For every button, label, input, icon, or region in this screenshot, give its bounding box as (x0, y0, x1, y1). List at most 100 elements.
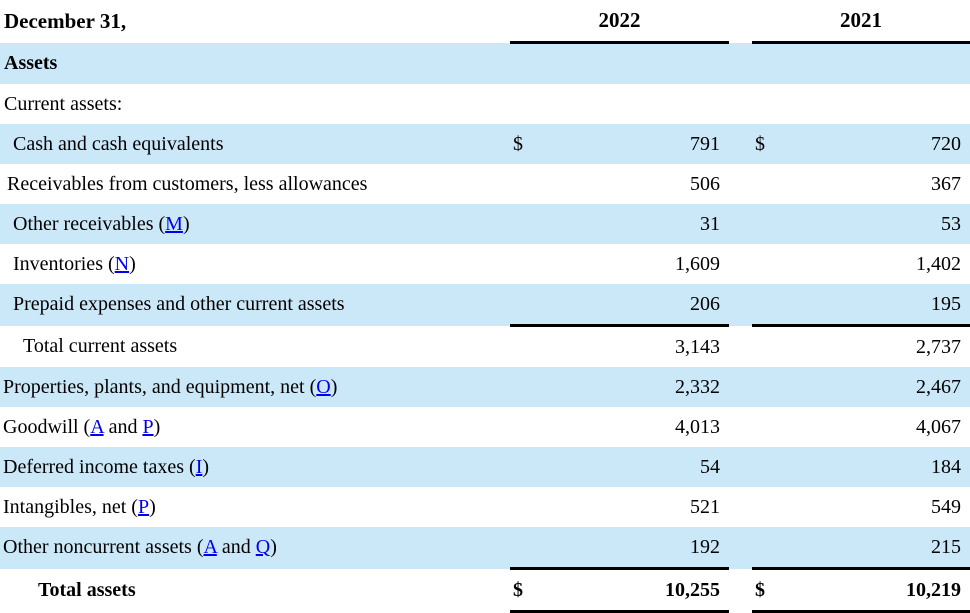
table-row: Total current assets 3,143 2,737 (0, 326, 970, 368)
table-row: Properties, plants, and equipment, net (… (0, 367, 970, 407)
row-label: Inventories (N) (13, 252, 136, 275)
value-2021: 367 (931, 172, 961, 195)
value-2022: 10,255 (546, 568, 729, 613)
dollar-sign-2022 (510, 527, 546, 570)
dollar-sign-2022 (510, 407, 546, 447)
note-link-p[interactable]: P (142, 415, 154, 438)
row-label: Current assets: (4, 92, 123, 115)
value-2022: 2,332 (546, 367, 729, 407)
value-2022 (546, 84, 729, 124)
column-gap (729, 0, 752, 43)
value-2022: 54 (546, 447, 729, 487)
value-2021 (788, 42, 970, 84)
dollar-sign-2021 (752, 284, 788, 327)
column-gap (729, 407, 752, 447)
dollar-sign-2021: $ (752, 568, 788, 613)
table-row: Assets (0, 42, 970, 84)
dollar-sign-2021: $ (752, 124, 788, 164)
column-gap (729, 527, 752, 569)
table-row: Cash and cash equivalents $791 $720 (0, 124, 970, 164)
value-2021: 4,067 (916, 415, 961, 438)
note-link-o[interactable]: O (316, 375, 331, 398)
note-link-n[interactable]: N (114, 252, 130, 275)
row-label: Properties, plants, and equipment, net (… (0, 367, 510, 407)
value-2022 (546, 42, 729, 84)
table-row: Other receivables (M) 31 53 (0, 204, 970, 244)
row-label: Other receivables (M) (0, 204, 510, 244)
column-gap (729, 284, 752, 326)
dollar-sign-2022 (510, 164, 546, 204)
note-link-q[interactable]: Q (255, 536, 271, 559)
value-2022: 1,609 (675, 252, 720, 275)
dollar-sign-2022 (510, 326, 546, 368)
note-link-a[interactable]: A (203, 536, 217, 559)
value-2021: 1,402 (916, 252, 961, 275)
value-2021: 53 (788, 204, 970, 244)
value-2022: 521 (690, 495, 720, 518)
row-label: Prepaid expenses and other current asset… (0, 284, 510, 326)
table-header-row: December 31, 2022 2021 (0, 0, 970, 44)
row-label: Goodwill (A and P) (3, 415, 161, 438)
column-gap (729, 367, 752, 407)
table-row: Prepaid expenses and other current asset… (0, 284, 970, 327)
value-2022: 791 (546, 124, 729, 164)
value-2022: 3,143 (675, 335, 720, 358)
row-label: Total assets (38, 578, 136, 601)
value-2021: 184 (788, 447, 970, 487)
dollar-sign-2021 (752, 244, 788, 284)
dollar-sign-2022: $ (510, 124, 546, 164)
column-gap (729, 569, 752, 612)
column-gap (729, 124, 752, 164)
row-label: Cash and cash equivalents (0, 124, 510, 164)
dollar-sign-2022 (510, 244, 546, 284)
value-2022: 31 (546, 204, 729, 244)
dollar-sign-2022 (510, 84, 546, 124)
value-2022: 506 (690, 172, 720, 195)
table-row: Deferred income taxes (I) 54 184 (0, 447, 970, 487)
dollar-sign-2021 (752, 407, 788, 447)
row-label: Receivables from customers, less allowan… (7, 172, 368, 195)
dollar-sign-2021 (752, 326, 788, 368)
dollar-sign-2021 (752, 204, 788, 244)
table-row: Goodwill (A and P) 4,013 4,067 (0, 407, 970, 447)
value-2021: 720 (788, 124, 970, 164)
table-row: Current assets: (0, 84, 970, 124)
year-column-2021: 2021 (752, 0, 970, 44)
column-gap (729, 244, 752, 284)
table-row: Receivables from customers, less allowan… (0, 164, 970, 204)
dollar-sign-2022 (510, 487, 546, 527)
year-column-2022: 2022 (510, 0, 729, 44)
value-2021: 549 (931, 495, 961, 518)
note-link-m[interactable]: M (165, 212, 183, 235)
note-link-p[interactable]: P (137, 495, 150, 518)
table-row: Other noncurrent assets (A and Q) 192 215 (0, 527, 970, 570)
value-2022: 206 (546, 284, 729, 327)
table-row: Total assets $10,255 $10,219 (0, 568, 970, 613)
dollar-sign-2021 (752, 42, 788, 84)
column-gap (729, 447, 752, 487)
table-row: Inventories (N) 1,609 1,402 (0, 244, 970, 284)
dollar-sign-2021 (752, 367, 788, 407)
row-label: Other noncurrent assets (A and Q) (0, 527, 510, 569)
value-2021 (788, 84, 970, 124)
dollar-sign-2021 (752, 84, 788, 124)
dollar-sign-2022 (510, 284, 546, 327)
column-gap (729, 204, 752, 244)
value-2021: 10,219 (788, 568, 970, 613)
value-2021: 2,467 (788, 367, 970, 407)
value-2021: 215 (788, 527, 970, 570)
value-2021: 2,737 (916, 335, 961, 358)
note-link-i[interactable]: I (195, 455, 203, 478)
value-2022: 4,013 (675, 415, 720, 438)
note-link-a[interactable]: A (90, 415, 104, 438)
date-header: December 31, (4, 8, 127, 33)
dollar-sign-2021 (752, 527, 788, 570)
column-gap (729, 326, 752, 368)
row-label: Intangibles, net (P) (3, 495, 156, 518)
dollar-sign-2021 (752, 164, 788, 204)
row-label: Assets (0, 42, 510, 84)
column-gap (729, 84, 752, 124)
column-gap (729, 164, 752, 204)
dollar-sign-2022 (510, 447, 546, 487)
row-label: Deferred income taxes (I) (0, 447, 510, 487)
